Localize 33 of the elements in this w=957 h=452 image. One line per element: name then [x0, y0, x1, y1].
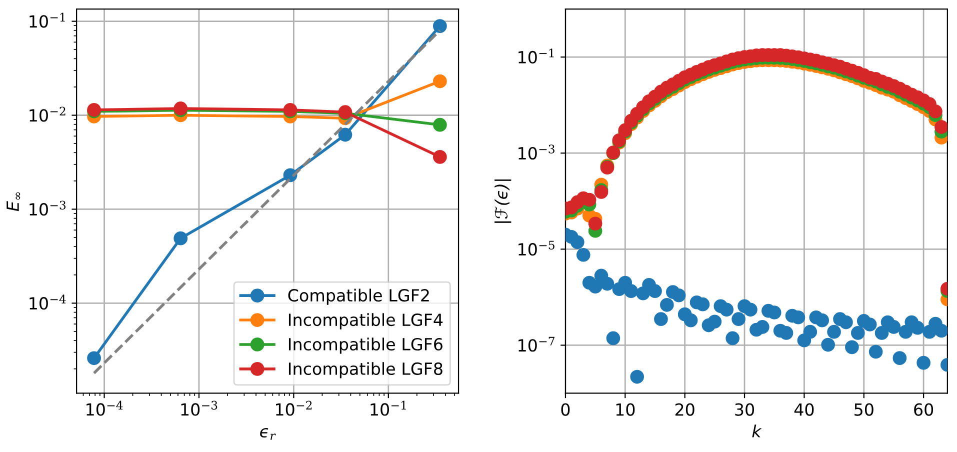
y-tick-label: 10$^{−1}$	[30, 12, 65, 28]
x-tick-label: 40	[794, 403, 814, 416]
legend-label: Incompatible LGF6	[288, 338, 442, 354]
y-tick-label: 10$^{−2}$	[30, 106, 66, 122]
x-tick-label: 10$^{−1}$	[370, 400, 406, 416]
x-tick-label: 10	[616, 403, 635, 416]
y-axis-title: |ℱ(ϵ)|	[494, 179, 512, 223]
y-axis-title: E$_{∞}$	[6, 192, 20, 212]
y-tick-label: 10$^{−7}$	[518, 336, 554, 352]
legend-label: Compatible LGF2	[288, 288, 429, 305]
x-tick-label: 10$^{−2}$	[276, 400, 312, 416]
y-tick-label: 10$^{−5}$	[518, 240, 554, 256]
point	[432, 150, 447, 164]
x-tick-label: 20	[675, 403, 694, 416]
y-tick-label: 10$^{−4}$	[30, 294, 66, 310]
x-axis-title: k	[752, 424, 762, 438]
x-axis-title: ϵ$_{r}$	[260, 428, 276, 440]
y-tick-label: 10$^{−1}$	[518, 48, 554, 64]
y-tick-label: 10$^{−3}$	[518, 144, 554, 160]
point	[174, 231, 188, 246]
x-tick-label: 50	[854, 403, 874, 416]
legend-label: Incompatible LGF8	[288, 362, 442, 378]
legend-label: Incompatible LGF4	[288, 313, 443, 330]
point	[87, 351, 101, 366]
x-tick-label: 30	[735, 403, 754, 416]
x-tick-label: 0	[561, 403, 570, 416]
point	[432, 74, 447, 88]
x-tick-label: 60	[914, 403, 934, 416]
x-tick-label: 10$^{−4}$	[86, 400, 123, 416]
point	[432, 19, 447, 33]
x-tick-label: 10$^{−3}$	[181, 400, 218, 416]
point	[432, 118, 447, 132]
y-tick-label: 10$^{−3}$	[30, 200, 66, 216]
